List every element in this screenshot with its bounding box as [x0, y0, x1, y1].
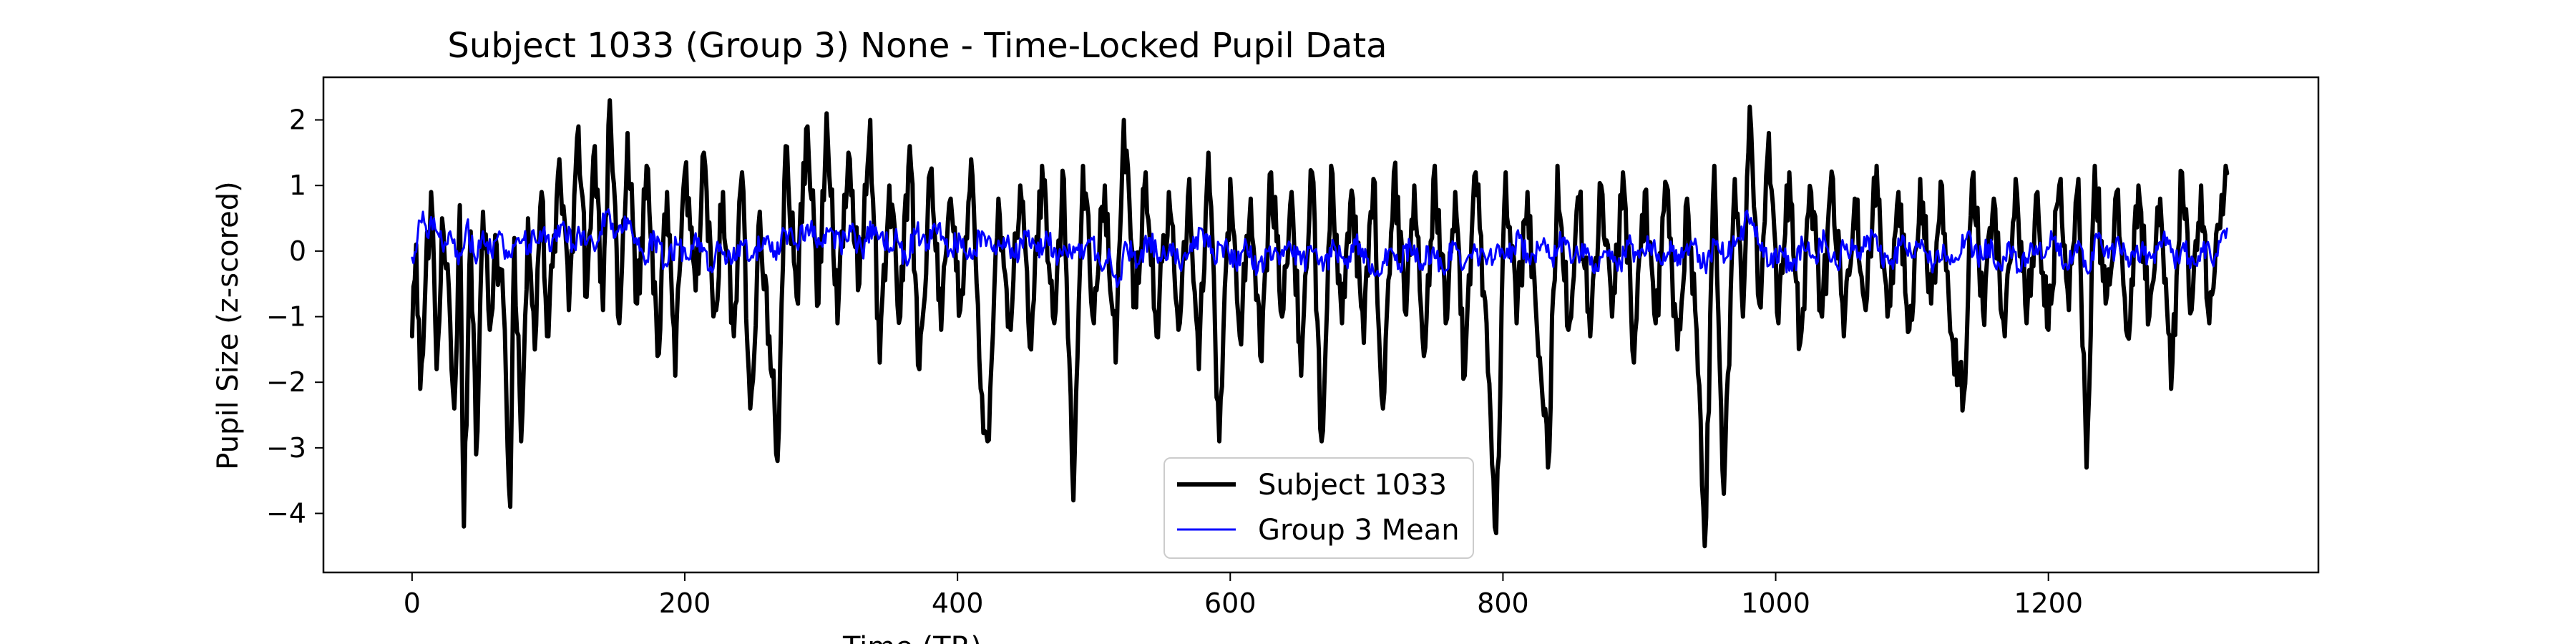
x-tick-label-1200: 1200 — [2014, 587, 2083, 619]
legend-label-subject: Subject 1033 — [1258, 469, 1447, 502]
legend-box — [1163, 457, 1474, 559]
series-layer — [409, 98, 2230, 549]
legend: Subject 1033 Group 3 Mean — [1163, 457, 1474, 559]
x-tick-label-200: 200 — [659, 587, 711, 619]
x-tick-label-800: 800 — [1477, 587, 1529, 619]
y-axis: 2 1 0 −1 −2 −3 −4 — [266, 104, 323, 530]
x-axis-label: Time (TR) — [842, 631, 982, 644]
y-axis-label: Pupil Size (z-scored) — [212, 181, 245, 469]
plot-frame — [322, 76, 2320, 574]
x-axis: 0 200 400 600 800 1000 1200 — [404, 572, 2083, 619]
x-tick-label-1000: 1000 — [1741, 587, 1810, 619]
x-tick-label-600: 600 — [1204, 587, 1257, 619]
series-line-group-3-mean — [411, 208, 2228, 288]
y-tick-label-2: 2 — [289, 104, 306, 136]
y-tick-label--2: −2 — [266, 366, 306, 398]
y-tick-label-0: 0 — [289, 235, 306, 267]
x-tick-label-0: 0 — [404, 587, 421, 619]
legend-label-group-mean: Group 3 Mean — [1258, 514, 1460, 547]
chart-title: Subject 1033 (Group 3) None - Time-Locke… — [447, 26, 1387, 66]
plot-area: 0 200 400 600 800 1000 1200 2 1 0 −1 −2 −3 −4 — [266, 76, 2320, 619]
y-tick-label-1: 1 — [289, 170, 306, 201]
y-tick-label--1: −1 — [266, 301, 306, 333]
x-tick-label-400: 400 — [932, 587, 984, 619]
y-tick-label--4: −4 — [266, 498, 306, 530]
series-line-subject-1033 — [409, 98, 2230, 549]
y-tick-label--3: −3 — [266, 432, 306, 464]
